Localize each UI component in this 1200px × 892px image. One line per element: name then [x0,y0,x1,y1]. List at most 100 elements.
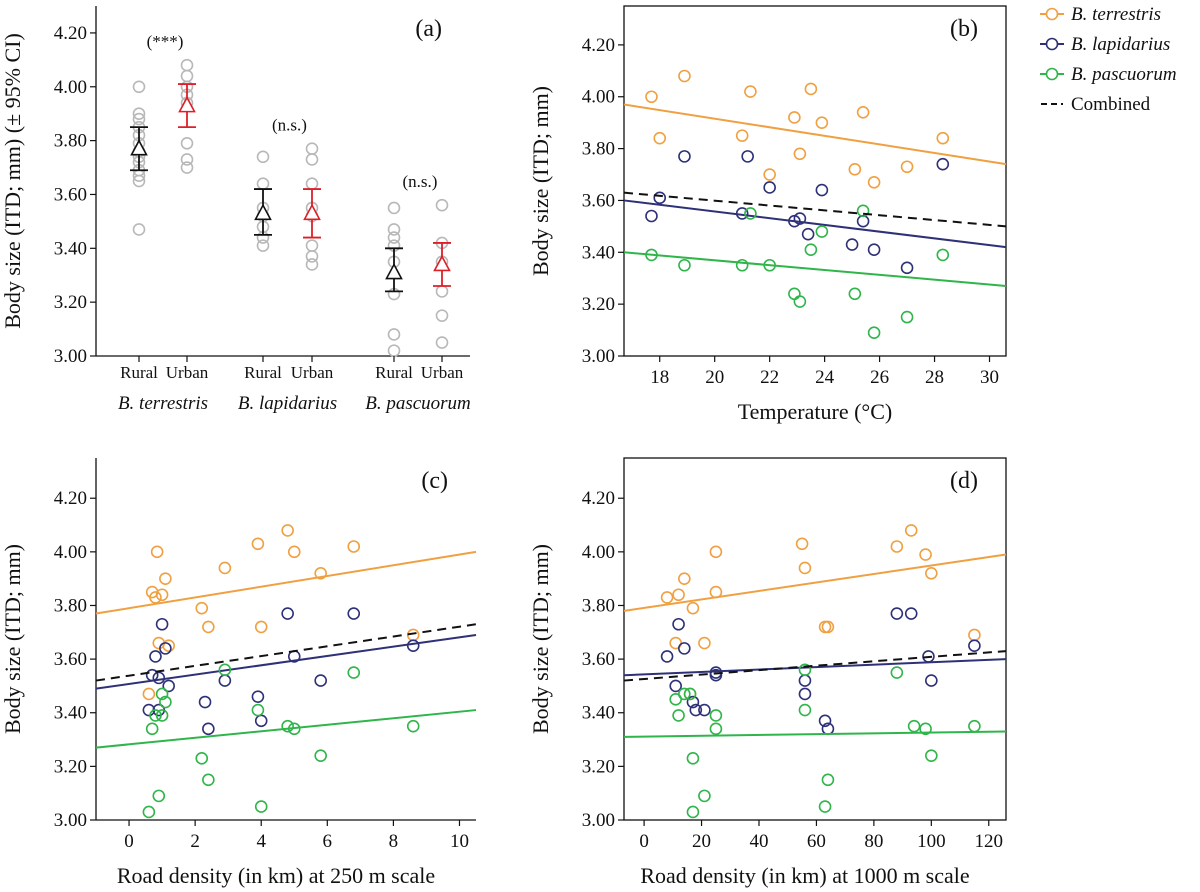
data-point [793,147,807,161]
x-tick-label: Urban [421,363,464,382]
data-point [709,722,723,736]
data-point [155,588,169,602]
mean-marker [303,203,321,221]
group-label: B. pascuorum [365,393,471,414]
x-tick-label: 0 [124,831,134,852]
x-tick-label: 8 [389,831,399,852]
data-point [678,258,691,272]
panel-label: (b) [950,16,978,42]
data-point [150,545,164,559]
data-point [202,722,215,736]
y-axis-title: Body size (ITD; mm) [0,544,25,734]
raw-point [132,80,146,94]
data-point [818,800,832,813]
data-point [936,248,950,262]
data-point [763,168,776,181]
x-tick-label: 26 [870,367,889,388]
legend-item: Combined [1041,94,1151,115]
data-point [406,639,420,653]
data-point [195,752,209,765]
data-point [281,607,294,620]
data-point [744,207,757,220]
y-tick-label: 3.80 [582,139,615,160]
data-point [798,674,812,687]
mean-marker [178,95,196,113]
data-point [763,181,776,194]
data-point [848,287,862,301]
raw-point [387,201,401,215]
mean-marker [130,138,148,156]
series-pascuorum [95,663,477,819]
data-point [845,238,859,251]
y-tick-label: 4.00 [582,542,615,563]
panel-c: 3.00 3.20 3.40 3.60 3.80 4.00 4.20 Body size (I… [0,458,477,888]
data-point [678,572,691,585]
data-point [218,663,232,677]
regression-line [95,623,477,682]
data-point [281,719,294,733]
data-point [645,209,658,223]
raw-point [256,177,270,190]
data-point [904,607,918,620]
raw-point [305,239,319,252]
data-point [709,709,723,722]
y-axis-title: Body size (ITD; mm) [528,86,553,276]
x-tick-label: 24 [815,367,835,388]
regression-line [623,199,1007,249]
y-tick-label: 4.00 [54,77,87,98]
plot-frame [623,5,1007,357]
raw-point [180,153,194,166]
y-tick-label: 4.00 [54,542,87,563]
y-tick-label: 3.20 [582,756,615,777]
data-point [818,714,832,728]
data-point [709,545,723,559]
significance-label: (n.s.) [403,172,438,191]
data-point [218,561,232,575]
y-axis-title: Body size (ITD; mm) (± 95% CI) [0,33,25,329]
data-point [142,687,156,701]
data-point [968,628,981,642]
raw-point [435,336,449,349]
mean-marker [254,203,272,221]
raw-point [132,107,146,120]
legend-label: B. lapidarius [1071,34,1170,55]
data-point [904,524,918,537]
y-tick-label: 3.00 [54,810,87,831]
data-point [162,679,175,693]
raw-point [180,161,194,174]
x-tick-label: 120 [975,831,1004,852]
data-point [660,650,674,663]
data-point [793,212,807,225]
data-point [890,607,904,620]
data-point [856,214,870,228]
data-point [314,567,327,580]
data-point [686,752,700,765]
x-tick-label: 30 [980,367,999,388]
y-tick-label: 3.40 [54,238,87,259]
data-point [925,567,938,580]
data-point [198,695,212,709]
y-tick-label: 3.60 [54,184,87,205]
x-tick-label: 60 [807,831,826,852]
raw-point [435,309,449,322]
legend-label: B. terrestris [1071,4,1161,25]
data-point [936,157,950,171]
data-point [254,714,268,728]
data-point [254,800,268,813]
data-point [683,687,697,701]
x-tick-label: Rural [244,363,282,382]
data-point [890,540,904,553]
legend-label: Combined [1071,94,1151,115]
data-point [735,129,749,142]
group-label: B. lapidarius [238,393,337,414]
plot-frame [623,457,1007,821]
data-point [155,617,169,631]
x-axis-title: Temperature (°C) [738,399,892,424]
series-terrestris [623,524,1007,701]
data-point [919,548,932,561]
y-tick-label: 3.40 [582,242,615,263]
y-tick-label: 3.80 [582,595,615,616]
data-point [821,620,835,634]
panel-label: (c) [421,468,448,494]
